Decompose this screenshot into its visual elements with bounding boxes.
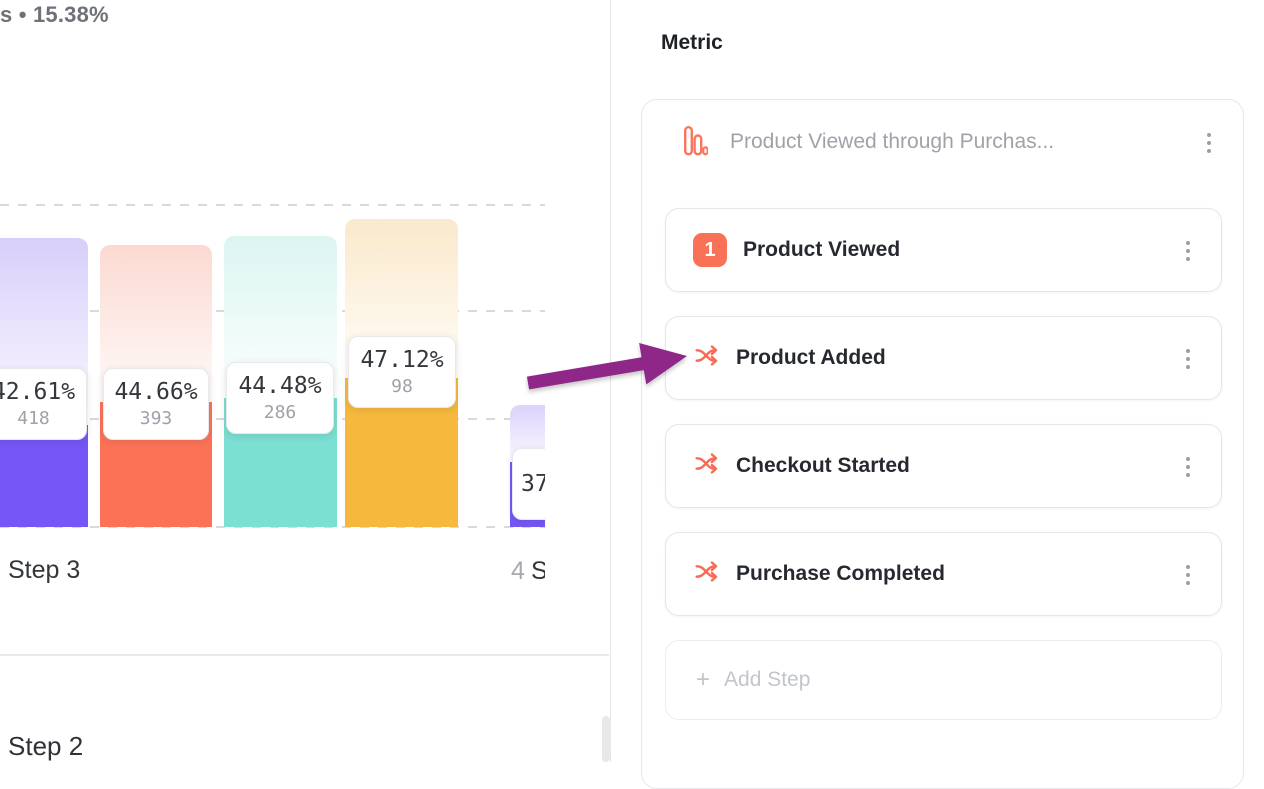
funnel-chart-region: s • 15.38% 42.61% 418 xyxy=(0,0,610,762)
step-row-product-viewed[interactable]: 1 Product Viewed xyxy=(665,208,1222,292)
step-kebab-menu-icon[interactable] xyxy=(1179,236,1197,266)
step-1-badge: 1 xyxy=(693,233,727,267)
shuffle-icon xyxy=(693,343,720,373)
bar-4-value-label: 47.12% 98 xyxy=(348,336,456,408)
metric-kebab-menu-icon[interactable] xyxy=(1200,128,1218,158)
bar-3-count: 286 xyxy=(263,402,297,423)
gridline xyxy=(0,526,545,528)
bar-1-value-label: 42.61% 418 xyxy=(0,368,87,440)
add-step-button[interactable]: + Add Step xyxy=(665,640,1222,720)
step-kebab-menu-icon[interactable] xyxy=(1179,344,1197,374)
axis-label-step-3: Step 3 xyxy=(8,556,81,584)
step-label: Product Added xyxy=(736,346,886,369)
bar-4-count: 98 xyxy=(391,376,413,397)
step-label: Purchase Completed xyxy=(736,562,945,585)
section-divider xyxy=(0,654,609,656)
step-label: Checkout Started xyxy=(736,454,910,477)
annotation-arrow xyxy=(526,343,687,390)
step-label: Product Viewed xyxy=(743,238,901,261)
bottom-section-heading: Step 2 xyxy=(8,731,84,761)
funnel-plot-area: 42.61% 418 44.66% 393 44.48% 286 47.12% … xyxy=(0,0,545,654)
funnel-chart-icon xyxy=(684,126,709,161)
metric-panel: Metric Product Viewed through Purchas...… xyxy=(610,0,1264,789)
step-row-purchase-completed[interactable]: Purchase Completed xyxy=(665,532,1222,616)
bar-1-converted-segment xyxy=(0,425,88,527)
metric-title: Product Viewed through Purchas... xyxy=(730,130,1055,153)
scrollbar-thumb[interactable] xyxy=(602,716,610,762)
bar-2-count: 393 xyxy=(139,408,173,429)
gridline xyxy=(0,204,545,206)
step-kebab-menu-icon[interactable] xyxy=(1179,560,1197,590)
bar-1-count: 418 xyxy=(17,408,50,429)
axis-label-fragment-number: 4 xyxy=(511,557,525,585)
chart-subtitle-fragment: s • 15.38% xyxy=(0,2,109,27)
bar-3-value-label: 44.48% 286 xyxy=(226,362,334,434)
bar-2-percent: 44.66% xyxy=(114,379,198,405)
panel-heading: Metric xyxy=(661,31,723,54)
plus-icon: + xyxy=(696,666,711,693)
add-step-label: Add Step xyxy=(724,668,811,691)
bar-2-value-label: 44.66% 393 xyxy=(103,368,209,440)
shuffle-icon xyxy=(693,559,720,589)
step-row-checkout-started[interactable]: Checkout Started xyxy=(665,424,1222,508)
metric-card-header[interactable]: Product Viewed through Purchas... xyxy=(642,124,1243,164)
bar-1-percent: 42.61% xyxy=(0,379,76,405)
shuffle-icon xyxy=(693,451,720,481)
bar-5-value-label: 37 xyxy=(512,448,545,520)
bar-5-percent: 37 xyxy=(521,471,545,497)
bar-4-percent: 47.12% xyxy=(360,347,444,373)
bar-3-percent: 44.48% xyxy=(238,373,322,399)
metric-card: Product Viewed through Purchas... 1 Prod… xyxy=(641,99,1244,789)
step-row-product-added[interactable]: Product Added xyxy=(665,316,1222,400)
axis-label-fragment-text: S xyxy=(531,557,545,585)
step-kebab-menu-icon[interactable] xyxy=(1179,452,1197,482)
